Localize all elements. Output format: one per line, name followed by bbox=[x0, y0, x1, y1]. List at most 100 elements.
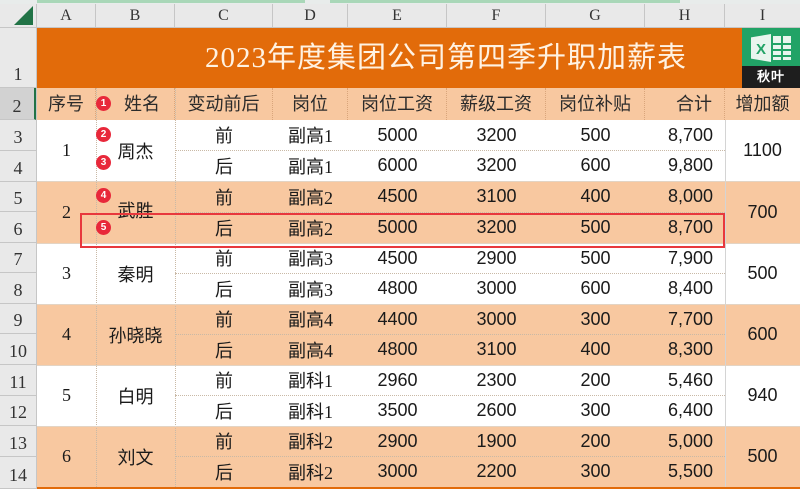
cell-post[interactable]: 副高1 bbox=[288, 156, 333, 177]
cell-total[interactable]: 7,900 bbox=[667, 247, 713, 268]
cell-grade-salary[interactable]: 3000 bbox=[476, 278, 517, 298]
cell-no[interactable]: 5 bbox=[62, 385, 71, 405]
cell-increase[interactable]: 1100 bbox=[743, 140, 782, 160]
cell-change[interactable]: 前 bbox=[215, 371, 233, 391]
cell-increase[interactable]: 600 bbox=[747, 324, 778, 344]
cell-post-salary[interactable]: 4800 bbox=[377, 278, 418, 298]
cell-post[interactable]: 副高2 bbox=[288, 218, 333, 239]
cell-post-salary[interactable]: 6000 bbox=[377, 155, 418, 175]
cell-post-salary[interactable]: 4500 bbox=[377, 247, 418, 268]
header-no[interactable]: 序号 bbox=[37, 88, 96, 120]
cell-increase[interactable]: 500 bbox=[747, 263, 778, 283]
cell-no[interactable]: 1 bbox=[62, 140, 71, 160]
cell-name[interactable]: 孙晓晓 bbox=[108, 325, 163, 346]
cell-post-salary[interactable]: 2960 bbox=[377, 369, 418, 390]
header-grade-salary[interactable]: 薪级工资 bbox=[447, 88, 546, 120]
row-header-1[interactable]: 1 bbox=[0, 28, 36, 88]
cell-no[interactable]: 6 bbox=[62, 446, 71, 466]
cell-change[interactable]: 后 bbox=[215, 462, 233, 483]
row-header-12[interactable]: 12 bbox=[0, 396, 36, 426]
cell-post-salary[interactable]: 3000 bbox=[377, 461, 418, 481]
cell-grade-salary[interactable]: 2600 bbox=[476, 400, 517, 420]
row-header-8[interactable]: 8 bbox=[0, 273, 36, 304]
cell-post[interactable]: 副科1 bbox=[288, 371, 333, 391]
cell-allowance[interactable]: 500 bbox=[580, 217, 611, 237]
cell-change[interactable]: 前 bbox=[215, 432, 233, 452]
cell-post[interactable]: 副高4 bbox=[288, 310, 333, 330]
cell-name[interactable]: 秦明 bbox=[117, 264, 154, 285]
cell-name[interactable]: 武胜 bbox=[117, 201, 154, 221]
column-header-a[interactable]: A bbox=[37, 4, 96, 28]
cell-post[interactable]: 副高1 bbox=[288, 126, 333, 146]
cell-no[interactable]: 2 bbox=[62, 201, 71, 222]
cell-post-salary[interactable]: 2900 bbox=[377, 430, 418, 451]
row-header-9[interactable]: 9 bbox=[0, 304, 36, 334]
row-header-6[interactable]: 6 bbox=[0, 212, 36, 243]
cell-increase[interactable]: 500 bbox=[747, 446, 778, 466]
cell-change[interactable]: 前 bbox=[215, 310, 233, 330]
cell-allowance[interactable]: 300 bbox=[580, 461, 611, 481]
cell-allowance[interactable]: 500 bbox=[580, 247, 611, 268]
cell-no[interactable]: 4 bbox=[62, 324, 71, 344]
cell-change[interactable]: 后 bbox=[215, 279, 233, 300]
column-header-f[interactable]: F bbox=[447, 4, 546, 28]
cell-post-salary[interactable]: 4400 bbox=[377, 308, 418, 329]
cell-grade-salary[interactable]: 3200 bbox=[476, 124, 517, 145]
column-header-b[interactable]: B bbox=[96, 4, 175, 28]
cell-grade-salary[interactable]: 2900 bbox=[476, 247, 517, 268]
cell-allowance[interactable]: 600 bbox=[580, 155, 611, 175]
cell-post[interactable]: 副科1 bbox=[288, 401, 333, 422]
cell-no[interactable]: 3 bbox=[62, 263, 71, 283]
cell-post[interactable]: 副高3 bbox=[288, 249, 333, 269]
column-header-h[interactable]: H bbox=[645, 4, 725, 28]
row-header-2[interactable]: 2 bbox=[0, 88, 36, 120]
header-name[interactable]: 姓名 bbox=[96, 88, 175, 120]
cell-change[interactable]: 后 bbox=[215, 218, 233, 239]
cell-change[interactable]: 前 bbox=[215, 249, 233, 269]
cell-total[interactable]: 8,000 bbox=[667, 186, 713, 206]
cell-total[interactable]: 8,300 bbox=[667, 339, 713, 359]
cell-post-salary[interactable]: 4500 bbox=[377, 186, 418, 206]
cell-post[interactable]: 副高3 bbox=[288, 279, 333, 300]
cell-total[interactable]: 8,400 bbox=[667, 278, 713, 298]
header-change[interactable]: 变动前后 bbox=[175, 88, 273, 120]
cell-post[interactable]: 副科2 bbox=[288, 462, 333, 483]
row-header-11[interactable]: 11 bbox=[0, 365, 36, 396]
cell-name[interactable]: 周杰 bbox=[117, 141, 154, 162]
column-header-e[interactable]: E bbox=[348, 4, 447, 28]
cell-total[interactable]: 6,400 bbox=[667, 400, 713, 420]
cell-grade-salary[interactable]: 2200 bbox=[476, 461, 517, 481]
cell-post-salary[interactable]: 4800 bbox=[377, 339, 418, 359]
column-header-d[interactable]: D bbox=[273, 4, 348, 28]
cell-post-salary[interactable]: 5000 bbox=[377, 124, 418, 145]
cell-increase[interactable]: 700 bbox=[747, 201, 778, 222]
header-post-salary[interactable]: 岗位工资 bbox=[348, 88, 447, 120]
cell-change[interactable]: 后 bbox=[215, 401, 233, 422]
cell-post[interactable]: 副高4 bbox=[288, 340, 333, 361]
cell-total[interactable]: 8,700 bbox=[667, 124, 713, 145]
row-header-3[interactable]: 3 bbox=[0, 120, 36, 151]
header-allowance[interactable]: 岗位补贴 bbox=[546, 88, 645, 120]
cell-change[interactable]: 后 bbox=[215, 156, 233, 177]
cell-post-salary[interactable]: 3500 bbox=[377, 400, 418, 420]
cell-name[interactable]: 刘文 bbox=[117, 447, 154, 468]
cell-change[interactable]: 后 bbox=[215, 340, 233, 361]
cell-total[interactable]: 5,460 bbox=[667, 369, 713, 390]
cell-total[interactable]: 7,700 bbox=[667, 308, 713, 329]
cell-allowance[interactable]: 400 bbox=[580, 339, 611, 359]
row-header-10[interactable]: 10 bbox=[0, 334, 36, 365]
cell-grade-salary[interactable]: 2300 bbox=[476, 369, 517, 390]
row-header-5[interactable]: 5 bbox=[0, 182, 36, 212]
column-header-c[interactable]: C bbox=[175, 4, 273, 28]
cell-post[interactable]: 副高2 bbox=[288, 187, 333, 208]
cell-post[interactable]: 副科2 bbox=[288, 432, 333, 452]
cell-grade-salary[interactable]: 3200 bbox=[476, 217, 517, 237]
row-header-13[interactable]: 13 bbox=[0, 426, 36, 457]
header-total[interactable]: 合计 bbox=[645, 88, 725, 120]
column-header-g[interactable]: G bbox=[546, 4, 645, 28]
cell-total[interactable]: 9,800 bbox=[667, 155, 713, 175]
cell-allowance[interactable]: 400 bbox=[580, 186, 611, 206]
cell-change[interactable]: 前 bbox=[215, 187, 233, 208]
cell-allowance[interactable]: 200 bbox=[580, 430, 611, 451]
cell-allowance[interactable]: 200 bbox=[580, 369, 611, 390]
